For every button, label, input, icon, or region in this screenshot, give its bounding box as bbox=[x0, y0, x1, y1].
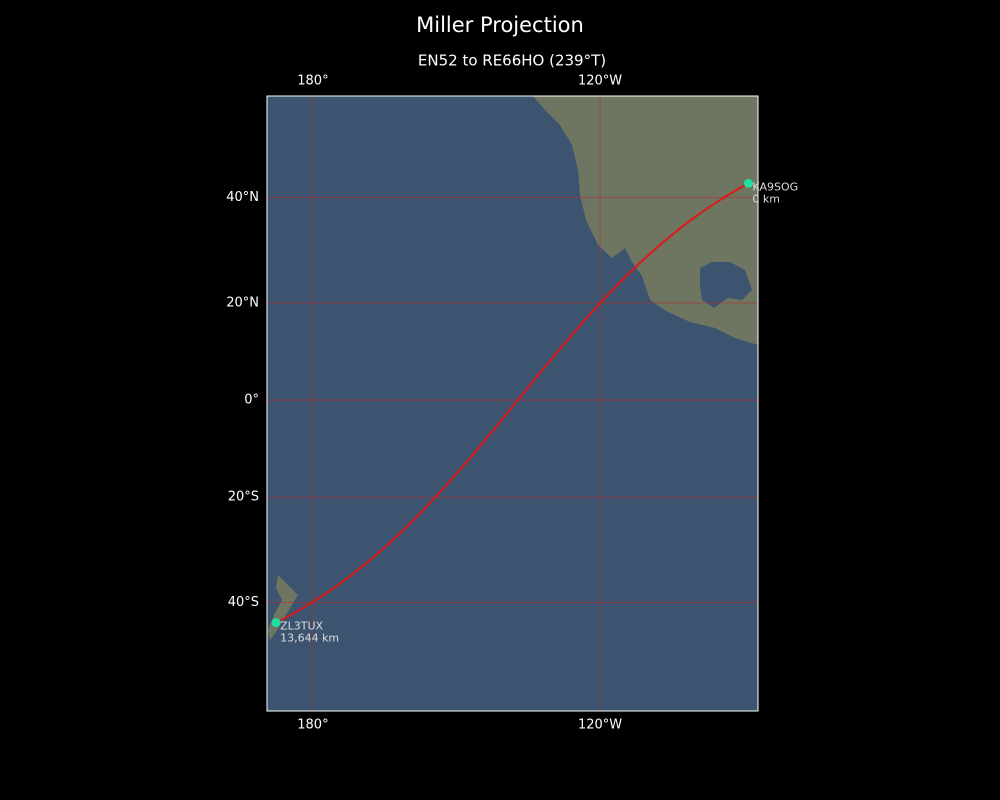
x-tick-label-bottom: 180° bbox=[297, 718, 328, 733]
y-tick-label: 40°N bbox=[226, 190, 259, 205]
y-tick-label: 0° bbox=[244, 393, 259, 408]
station-distance: 13,644 km bbox=[280, 632, 339, 645]
station-name: ZL3TUX bbox=[280, 620, 323, 633]
y-tick-label: 20°N bbox=[226, 296, 259, 311]
y-tick-label: 20°S bbox=[228, 490, 259, 505]
title: Miller Projection bbox=[416, 13, 584, 37]
map-frame bbox=[266, 95, 759, 712]
subtitle: EN52 to RE66HO (239°T) bbox=[418, 52, 606, 70]
station-name: KA9SOG bbox=[752, 180, 798, 193]
route bbox=[271, 178, 753, 628]
gulf-of-mexico bbox=[700, 262, 752, 308]
station-distance: 0 km bbox=[752, 192, 780, 205]
station bbox=[271, 618, 281, 628]
labels: 180° 180° 120°W 120°W 40°N 20°N 0° 20°S 40°S KA9S… bbox=[226, 74, 798, 733]
y-tick-label: 40°S bbox=[228, 595, 259, 610]
x-tick-label-top: 180° bbox=[297, 74, 328, 89]
x-tick-label-bottom: 120°W bbox=[578, 718, 622, 733]
x-tick-label-top: 120°W bbox=[578, 74, 622, 89]
station bbox=[743, 178, 753, 188]
grid bbox=[267, 96, 758, 711]
map-area bbox=[267, 96, 758, 711]
great-circle bbox=[275, 182, 749, 624]
